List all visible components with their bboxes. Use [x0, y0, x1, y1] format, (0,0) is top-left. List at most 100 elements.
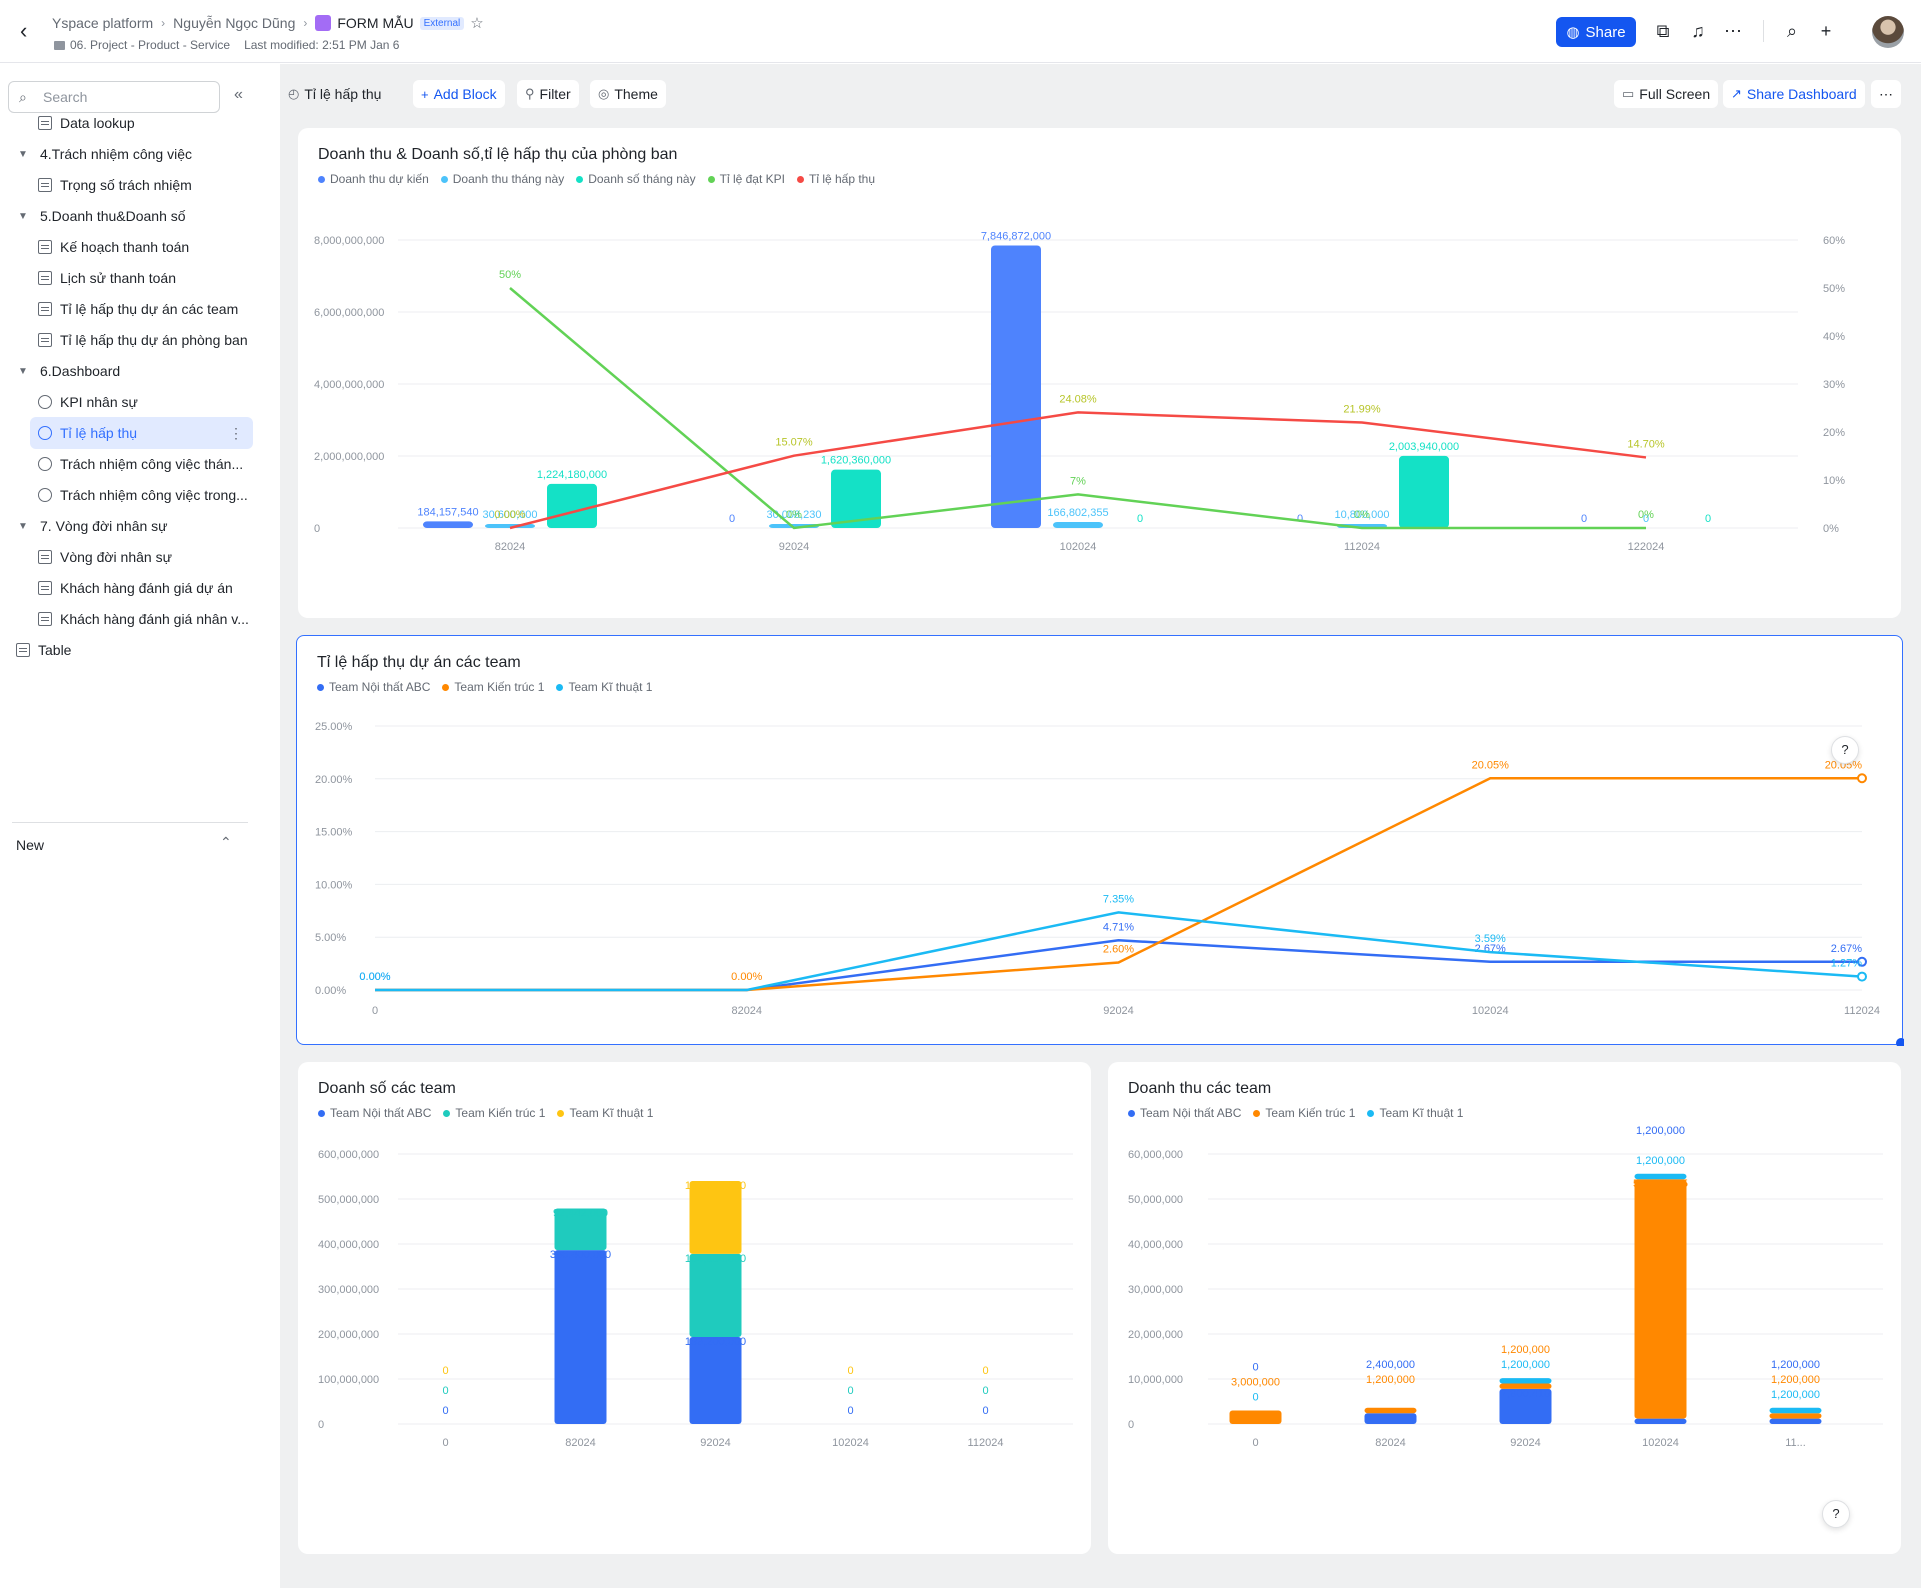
- breadcrumb-current[interactable]: FORM MẪU External ☆: [315, 14, 484, 32]
- chart-card-team-revenue[interactable]: Doanh thu các team Team Nội thất ABC Team…: [1108, 1062, 1901, 1554]
- legend-item[interactable]: Team Nội thất ABC: [318, 1106, 431, 1120]
- data-label: 0: [847, 1385, 853, 1397]
- share-button[interactable]: ◍ Share: [1556, 17, 1636, 47]
- y-tick-label: 5.00%: [315, 932, 346, 944]
- caret-down-icon[interactable]: ▼: [18, 520, 28, 532]
- dashboard-name[interactable]: ◴ Tỉ lệ hấp thụ: [288, 86, 382, 102]
- caret-down-icon[interactable]: ▼: [18, 148, 28, 160]
- legend-item[interactable]: Team Kĩ thuật 1: [556, 680, 652, 694]
- legend-item[interactable]: Doanh thu dự kiến: [318, 172, 429, 186]
- chart-svg: 600,000,000 500,000,000 400,000,000 300,000…: [318, 1149, 1073, 1449]
- sidebar-item-6[interactable]: Tỉ lệ hấp thụ dự án các team: [30, 293, 238, 325]
- sidebar: ⌕ Search « Data lookup ▼ 4.Trách nhiệm côn…: [0, 64, 265, 869]
- caret-down-icon[interactable]: ▼: [18, 365, 28, 377]
- theme-button[interactable]: ◎ Theme: [590, 80, 666, 108]
- data-label: 0.00%: [731, 971, 762, 983]
- y-tick-label: 25.00%: [315, 721, 353, 733]
- x-tick-label: 112024: [968, 1437, 1004, 1449]
- y-tick-label: 400,000,000: [318, 1239, 379, 1251]
- x-tick-label: 0: [1252, 1437, 1258, 1449]
- sidebar-item-8[interactable]: ▼ 6.Dashboard: [18, 355, 120, 387]
- sidebar-item-11[interactable]: Trách nhiệm công việc thán...: [30, 448, 243, 480]
- chart-card-team-sales[interactable]: Doanh số các team Team Nội thất ABC Team …: [298, 1062, 1091, 1554]
- y-tick-label: 0: [318, 1419, 324, 1431]
- data-label: 50%: [499, 269, 521, 281]
- more-icon[interactable]: ⋯: [1871, 80, 1901, 108]
- sidebar-item-7[interactable]: Tỉ lệ hấp thụ dự án phòng ban: [30, 324, 248, 356]
- y-tick-label: 500,000,000: [318, 1194, 379, 1206]
- legend-item[interactable]: Tỉ lệ đạt KPI: [707, 172, 785, 186]
- breadcrumb-workspace[interactable]: Yspace platform: [52, 15, 154, 31]
- sidebar-item-5[interactable]: Lịch sử thanh toán: [30, 262, 176, 294]
- legend-item[interactable]: Team Nội thất ABC: [317, 680, 430, 694]
- legend-item[interactable]: Team Kĩ thuật 1: [1367, 1106, 1463, 1120]
- sidebar-item-17[interactable]: Table: [16, 634, 71, 666]
- sidebar-item-1[interactable]: ▼ 4.Trách nhiệm công việc: [18, 138, 192, 170]
- sidebar-item-15[interactable]: Khách hàng đánh giá dự án: [30, 572, 233, 604]
- y-tick-label: 300,000,000: [318, 1284, 379, 1296]
- more-icon[interactable]: ⋮: [229, 424, 243, 441]
- collapse-sidebar-icon[interactable]: «: [234, 86, 243, 103]
- sidebar-item-3[interactable]: ▼ 5.Doanh thu&Doanh số: [18, 200, 186, 232]
- chart-legend: Team Nội thất ABC Team Kiến trúc 1 Team Kĩ…: [317, 680, 652, 694]
- legend-item[interactable]: Tỉ lệ hấp thụ: [796, 172, 875, 186]
- sidebar-item-14[interactable]: Vòng đời nhân sự: [30, 541, 172, 573]
- folder-path[interactable]: 06. Project - Product - Service: [54, 38, 230, 52]
- legend-item[interactable]: Team Kiến trúc 1: [442, 680, 544, 694]
- data-label: 92,442,000: [553, 1208, 608, 1220]
- chevron-up-icon[interactable]: ⌃: [220, 834, 232, 850]
- sidebar-item-16[interactable]: Khách hàng đánh giá nhân v...: [30, 603, 249, 635]
- bell-icon[interactable]: ♫: [1691, 21, 1705, 41]
- chart-legend: Team Nội thất ABC Team Kiến trúc 1 Team Kĩ…: [1128, 1106, 1463, 1120]
- chart-card-team-rate[interactable]: Tỉ lệ hấp thụ dự án các team Team Nội th…: [296, 635, 1904, 1046]
- legend-dot: [556, 683, 564, 691]
- data-label: 20.05%: [1825, 759, 1863, 771]
- sidebar-item-4[interactable]: Kế hoạch thanh toán: [30, 231, 189, 263]
- sidebar-item-0[interactable]: Data lookup: [30, 107, 135, 139]
- search-input[interactable]: ⌕ Search: [8, 81, 220, 113]
- share-dashboard-button[interactable]: ↗ Share Dashboard: [1723, 80, 1865, 108]
- caret-down-icon[interactable]: ▼: [18, 210, 28, 222]
- filter-button[interactable]: ⚲ Filter: [517, 80, 579, 108]
- avatar[interactable]: [1872, 16, 1904, 48]
- chart-card-dept[interactable]: Doanh thu & Doanh số,tỉ lệ hấp thụ của p…: [298, 128, 1901, 618]
- more-icon[interactable]: ⋯: [1724, 21, 1742, 41]
- data-label: 184,157,540: [417, 506, 478, 518]
- legend-item[interactable]: Team Kĩ thuật 1: [557, 1106, 653, 1120]
- sidebar-item-label: Lịch sử thanh toán: [60, 270, 177, 286]
- data-label: 2,400,000: [1366, 1359, 1415, 1371]
- legend-item[interactable]: Doanh thu tháng này: [440, 172, 564, 186]
- new-button[interactable]: New: [16, 837, 45, 853]
- base-icon: [315, 15, 332, 31]
- bar-segment: [1769, 1413, 1822, 1419]
- back-arrow-icon[interactable]: ‹: [20, 18, 28, 43]
- data-label: 14.70%: [1627, 438, 1665, 450]
- palette-icon: ◎: [598, 86, 610, 101]
- plus-icon[interactable]: +: [1820, 21, 1832, 41]
- x-tick-label: 0: [372, 1005, 378, 1017]
- legend-item[interactable]: Team Kiến trúc 1: [443, 1106, 545, 1120]
- help-icon[interactable]: ?: [1822, 1500, 1850, 1528]
- sidebar-item-10[interactable]: Tỉ lệ hấp thụ ⋮: [30, 417, 253, 449]
- breadcrumb-owner[interactable]: Nguyễn Ngọc Dũng: [173, 15, 296, 31]
- y-tick-label: 2,000,000,000: [314, 451, 384, 463]
- puzzle-icon[interactable]: ⧉: [1656, 21, 1670, 41]
- full-screen-button[interactable]: ▭ Full Screen: [1614, 80, 1719, 108]
- search-icon[interactable]: ⌕: [1786, 21, 1798, 41]
- add-block-button[interactable]: + Add Block: [413, 80, 505, 108]
- sidebar-item-label: Trách nhiệm công việc thán...: [60, 456, 244, 472]
- divider: [12, 822, 248, 823]
- x-tick-label: 102024: [1060, 541, 1097, 553]
- sidebar-item-2[interactable]: Trọng số trách nhiệm: [30, 169, 192, 201]
- sidebar-item-9[interactable]: KPI nhân sự: [30, 386, 138, 418]
- sidebar-item-13[interactable]: ▼ 7. Vòng đời nhân sự: [18, 510, 168, 542]
- help-icon[interactable]: ?: [1831, 736, 1859, 764]
- legend-item[interactable]: Doanh số tháng này: [576, 172, 696, 186]
- star-icon[interactable]: ☆: [470, 15, 484, 32]
- legend-item[interactable]: Team Kiến trúc 1: [1253, 1106, 1355, 1120]
- sidebar-item-12[interactable]: Trách nhiệm công việc trong...: [30, 479, 248, 511]
- legend-item[interactable]: Team Nội thất ABC: [1128, 1106, 1241, 1120]
- data-label: 0: [982, 1365, 988, 1377]
- dashboard-icon: [38, 426, 52, 440]
- bar: [1399, 455, 1449, 528]
